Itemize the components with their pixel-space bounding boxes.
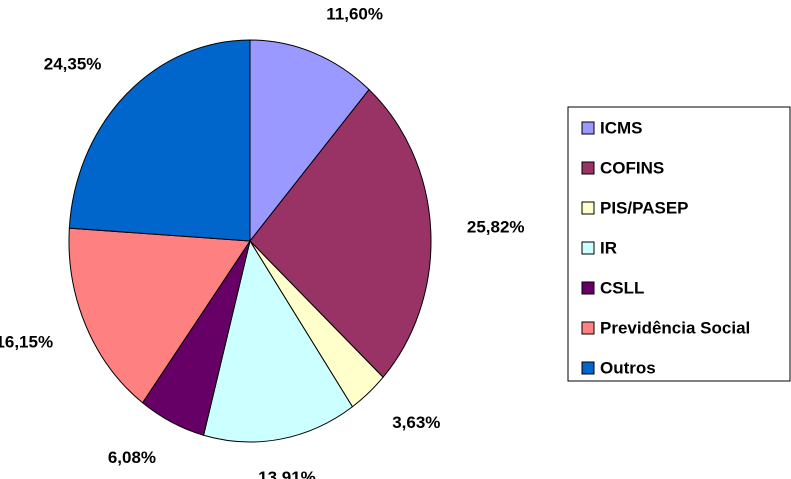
legend-label: CSLL	[600, 278, 644, 297]
pie-slice	[249, 39, 370, 243]
legend-label: PIS/PASEP	[600, 198, 689, 217]
data-label: 13,91%	[258, 468, 316, 479]
data-label: 6,08%	[108, 448, 156, 467]
pie-slice	[249, 88, 432, 378]
legend-label: Previdência Social	[600, 318, 750, 337]
legend-swatch	[581, 281, 595, 295]
legend-swatch	[581, 321, 595, 335]
legend-label: Outros	[600, 358, 656, 377]
legend-label: IR	[600, 238, 617, 257]
legend-swatch	[581, 361, 595, 375]
pie-slice	[202, 239, 354, 443]
data-label: 3,63%	[392, 413, 440, 432]
data-label: 16,15%	[0, 332, 53, 351]
legend-label: ICMS	[600, 118, 643, 137]
pie-slice	[68, 227, 251, 404]
legend-swatch	[581, 201, 595, 215]
legend-swatch	[581, 161, 595, 175]
legend-label: COFINS	[600, 158, 664, 177]
legend-swatch	[581, 121, 595, 135]
pie-slice	[68, 39, 251, 242]
data-label: 11,60%	[326, 5, 383, 24]
legend-swatch	[581, 241, 595, 255]
legend-box	[567, 106, 791, 382]
data-label: 25,82%	[467, 217, 525, 236]
data-label: 24,35%	[44, 55, 102, 74]
